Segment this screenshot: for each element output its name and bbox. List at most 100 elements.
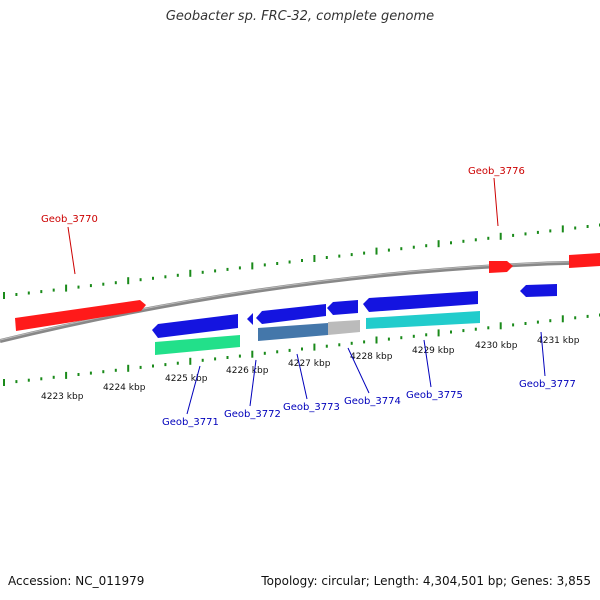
feature-bar-3771[interactable] [155, 335, 240, 355]
minor-tick [114, 368, 117, 372]
minor-tick [102, 370, 105, 374]
minor-tick [201, 270, 204, 274]
minor-tick [412, 334, 415, 338]
minor-tick [536, 230, 539, 234]
callout-line-geob-3774 [347, 347, 370, 394]
minor-tick [15, 293, 18, 296]
gene-geob-3772[interactable] [247, 313, 253, 325]
gene-label-geob-3772[interactable]: Geob_3772 [224, 409, 281, 420]
tick-label: 4226 kbp [226, 366, 269, 376]
major-tick [65, 284, 68, 292]
map-title: Geobacter sp. FRC-32, complete genome [165, 9, 435, 24]
minor-tick [425, 333, 428, 337]
minor-tick [89, 284, 92, 288]
minor-tick [301, 259, 303, 262]
gene-geob-3777[interactable] [520, 284, 557, 297]
minor-tick [474, 327, 477, 331]
major-tick [313, 343, 316, 351]
tick-label: 4228 kbp [350, 352, 393, 362]
minor-tick [574, 316, 577, 320]
minor-tick [276, 262, 279, 265]
feature-bar-3775[interactable] [366, 311, 480, 329]
minor-tick [487, 326, 490, 330]
gene-label-geob-3774[interactable]: Geob_3774 [344, 396, 401, 407]
major-tick [313, 255, 316, 262]
gene-label-geob-3770[interactable]: Geob_3770 [41, 214, 98, 225]
major-tick [65, 371, 68, 379]
gene-label-geob-3777[interactable]: Geob_3777 [519, 379, 576, 390]
minor-tick [450, 241, 452, 245]
forward-tick-track [3, 223, 600, 299]
accession-text: Accession: NC_011979 [8, 574, 145, 588]
gene-label-geob-3771[interactable]: Geob_3771 [162, 417, 219, 428]
minor-tick [512, 233, 515, 237]
minor-tick [524, 322, 527, 325]
tick-label: 4231 kbp [537, 336, 580, 346]
minor-tick [226, 356, 229, 359]
minor-tick [52, 288, 55, 292]
minor-tick [350, 253, 353, 257]
minor-tick [226, 267, 229, 271]
gene-geob-3778-partial[interactable] [569, 253, 600, 268]
gene-geob-3770[interactable] [15, 300, 146, 331]
minor-tick [214, 269, 217, 273]
minor-tick [586, 225, 589, 228]
minor-tick [214, 357, 217, 361]
minor-tick [89, 371, 92, 375]
minor-tick [462, 329, 465, 333]
minor-tick [487, 236, 490, 240]
minor-tick [164, 363, 167, 367]
genome-summary-text: Topology: circular; Length: 4,304,501 bp… [261, 574, 591, 588]
minor-tick [102, 282, 105, 286]
minor-tick [27, 291, 30, 295]
minor-tick [301, 347, 303, 351]
major-tick [251, 350, 254, 358]
major-tick [127, 364, 130, 372]
gene-label-geob-3776[interactable]: Geob_3776 [468, 166, 525, 177]
feature-bar-3774[interactable] [328, 320, 360, 335]
minor-tick [263, 263, 266, 267]
minor-tick [338, 254, 341, 258]
minor-tick [27, 378, 30, 382]
minor-tick [114, 281, 117, 285]
minor-tick [338, 343, 341, 347]
gene-geob-3776[interactable] [489, 261, 513, 273]
minor-tick [400, 247, 403, 251]
callout-line-geob-3776 [493, 177, 499, 227]
minor-tick [363, 251, 366, 255]
minor-tick [77, 373, 80, 376]
major-tick [375, 336, 378, 344]
minor-tick [524, 232, 527, 236]
gene-label-geob-3775[interactable]: Geob_3775 [406, 390, 463, 401]
gene-geob-3773[interactable] [256, 304, 326, 324]
major-tick [3, 292, 5, 299]
callout-line-geob-3770 [67, 226, 76, 275]
gene-geob-3771[interactable] [152, 314, 238, 338]
minor-tick [201, 358, 204, 362]
minor-tick [425, 244, 428, 248]
minor-tick [238, 354, 241, 358]
minor-tick [549, 229, 552, 233]
gene-geob-3774[interactable] [327, 300, 358, 315]
minor-tick [363, 340, 366, 344]
major-tick [127, 277, 130, 285]
major-tick [499, 322, 502, 330]
minor-tick [536, 320, 539, 324]
major-tick [3, 379, 5, 386]
minor-tick [350, 341, 353, 345]
major-tick [437, 329, 440, 337]
major-tick [561, 225, 564, 233]
minor-tick [462, 239, 465, 243]
gene-label-geob-3773[interactable]: Geob_3773 [283, 402, 340, 413]
feature-bar-3773[interactable] [258, 323, 328, 341]
minor-tick [325, 256, 328, 259]
minor-tick [77, 285, 80, 289]
reverse-tick-track [3, 313, 600, 386]
minor-tick [412, 245, 415, 249]
major-tick [189, 357, 192, 365]
callout-line-geob-3775 [423, 339, 432, 388]
gene-geob-3775[interactable] [363, 291, 478, 312]
genome-backbone [0, 260, 600, 343]
callout-line-geob-3777 [540, 331, 546, 377]
scale-labels: 4223 kbp 4224 kbp 4225 kbp 4226 kbp 4227… [41, 336, 580, 402]
